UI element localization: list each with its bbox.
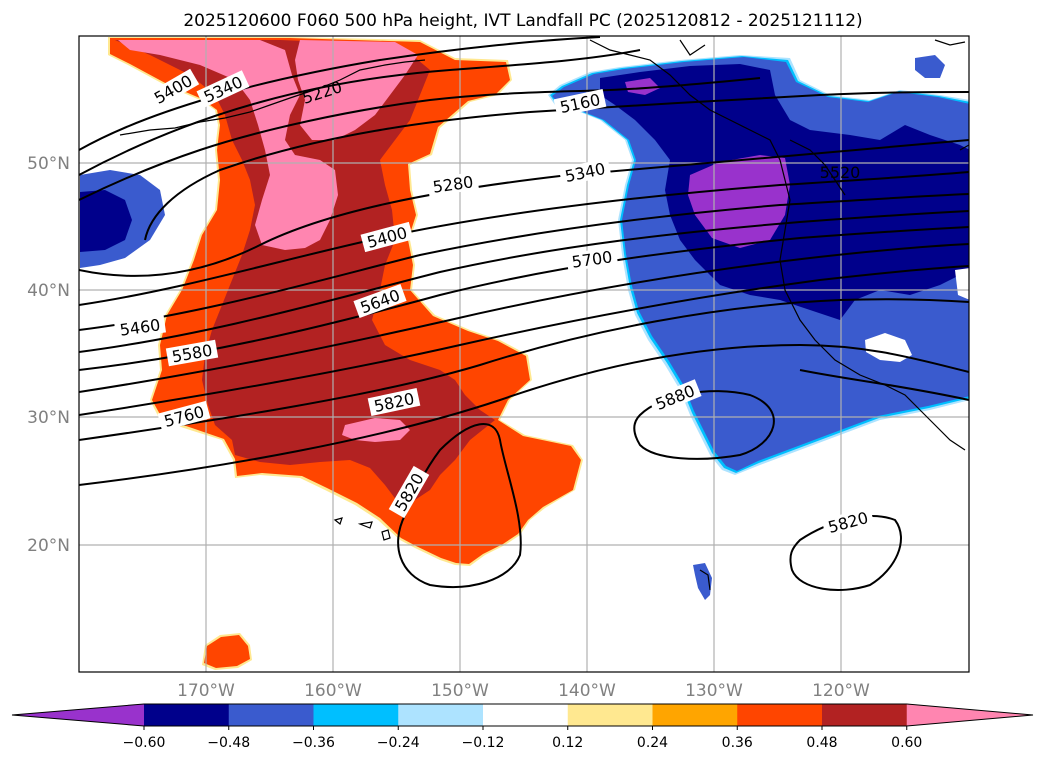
lon-label: 130°W <box>685 681 743 701</box>
lon-label: 120°W <box>812 681 870 701</box>
contour-labels: 5400 5340 5220 5160 5280 5340 5520 5400 … <box>113 68 875 538</box>
colorbar-tick-label: −0.12 <box>462 735 505 751</box>
contour-label: 5460 <box>119 315 162 339</box>
map-area: 5400 5340 5220 5160 5280 5340 5520 5400 … <box>79 36 969 672</box>
latitude-labels: 50°N 40°N 30°N 20°N <box>27 154 70 556</box>
colorbar-segment <box>737 704 823 726</box>
figure-title: 2025120600 F060 500 hPa height, IVT Land… <box>183 11 862 31</box>
lat-label: 20°N <box>27 536 70 556</box>
map-frame <box>78 35 970 673</box>
contour-label: 5820 <box>826 508 870 537</box>
lon-label: 150°W <box>431 681 489 701</box>
longitude-labels: 170°W 160°W 150°W 140°W 130°W 120°W <box>177 681 870 701</box>
lon-label: 160°W <box>304 681 362 701</box>
colorbar-extend-min <box>12 704 144 726</box>
coastlines <box>119 39 969 591</box>
colorbar-segment <box>144 704 230 726</box>
lat-label: 30°N <box>27 408 70 428</box>
colorbar-segment <box>398 704 484 726</box>
contour-label: 5700 <box>571 247 614 271</box>
lat-label: 50°N <box>27 154 70 174</box>
contour-label: 5520 <box>820 163 861 182</box>
colorbar-tick-label: 0.48 <box>806 735 837 751</box>
colorbar-extend-max <box>906 704 1033 726</box>
colorbar-tick-label: −0.60 <box>123 735 166 751</box>
contour-label: 5280 <box>432 172 475 196</box>
colorbar-tick-label: 0.60 <box>891 735 922 751</box>
colorbar: −0.60 −0.48 −0.36 −0.24 −0.12 0.12 0.24 0.36 0.4… <box>11 703 1034 751</box>
colorbar-segment <box>822 704 908 726</box>
colorbar-tick-label: −0.24 <box>377 735 420 751</box>
colorbar-tick-label: −0.48 <box>207 735 250 751</box>
colorbar-tick-label: −0.36 <box>292 735 335 751</box>
lat-label: 40°N <box>27 281 70 301</box>
lon-label: 140°W <box>558 681 616 701</box>
colorbar-segment <box>652 704 738 726</box>
colorbar-tick-label: 0.24 <box>637 735 668 751</box>
colorbar-segment <box>228 704 314 726</box>
colorbar-tick-label: 0.36 <box>722 735 753 751</box>
height-contours <box>79 36 969 591</box>
colorbar-segment <box>483 704 569 726</box>
colorbar-tick-label: 0.12 <box>552 735 583 751</box>
lon-label: 170°W <box>177 681 235 701</box>
colorbar-segment <box>313 704 399 726</box>
colorbar-segment <box>567 704 653 726</box>
